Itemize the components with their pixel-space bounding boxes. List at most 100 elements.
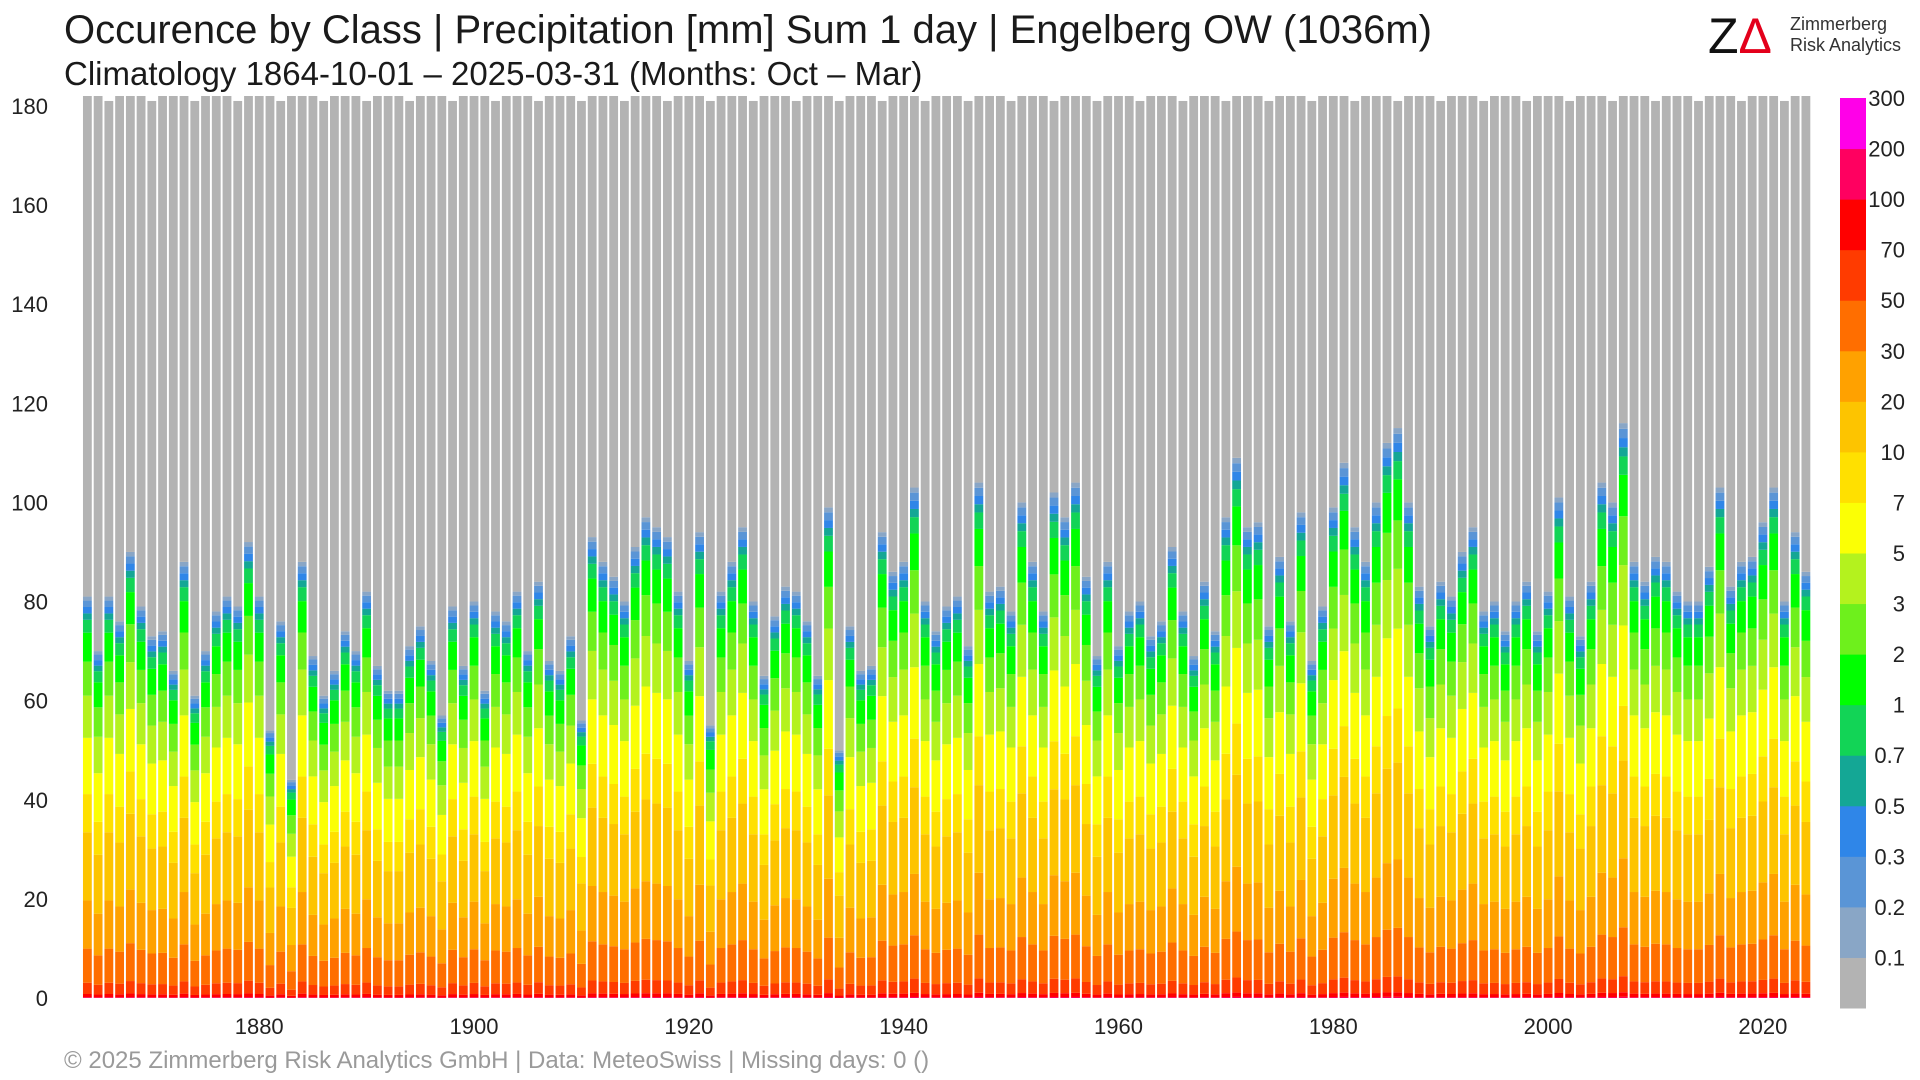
bar-segment (856, 997, 866, 998)
colorbar-swatch (1840, 502, 1866, 554)
bar-segment (233, 606, 243, 611)
bar-segment (125, 96, 135, 552)
bar-segment (1253, 534, 1263, 543)
bar-segment (587, 556, 597, 564)
bar-segment (952, 607, 962, 614)
bar-segment (1554, 791, 1564, 877)
bar-segment (1532, 640, 1542, 647)
bar-segment (1661, 944, 1671, 982)
bar-segment (1608, 993, 1617, 997)
bar-segment (1146, 96, 1156, 637)
bar-segment (201, 707, 210, 737)
bar-segment (136, 641, 146, 670)
bar-segment (1307, 675, 1317, 681)
bar-segment (587, 941, 597, 981)
bar-segment (985, 96, 994, 592)
bar-segment (1114, 646, 1123, 650)
bar-segment (673, 993, 683, 998)
bar-segment (1081, 96, 1091, 577)
bar-segment (824, 527, 833, 536)
bar-segment (781, 590, 790, 598)
bar-segment (297, 993, 307, 998)
bar-segment (1167, 658, 1177, 706)
bar-segment (1694, 624, 1703, 638)
bar-segment (308, 856, 318, 915)
bar-segment (738, 692, 747, 759)
bar-segment (942, 616, 952, 623)
bar-segment (254, 900, 264, 949)
y-tick-label: 100 (11, 490, 48, 515)
bar-segment (1285, 951, 1295, 984)
bar-segment (469, 637, 479, 666)
bar-segment (330, 679, 339, 685)
bar-segment (1081, 580, 1091, 588)
bar-segment (684, 858, 694, 917)
bar-segment (834, 760, 844, 765)
bar-segment (791, 100, 801, 592)
bar-segment (1414, 610, 1424, 624)
bar-segment (867, 695, 876, 720)
bar-segment (877, 997, 887, 998)
bar-segment (1382, 863, 1392, 930)
bar-segment (899, 997, 909, 998)
bar-segment (910, 487, 919, 493)
bar-segment (1651, 561, 1660, 569)
bar-segment (1350, 692, 1360, 759)
y-tick-label: 120 (11, 391, 48, 416)
bar-segment (1371, 502, 1381, 508)
bar-segment (491, 621, 500, 628)
bar-segment (995, 610, 1005, 624)
bar-segment (813, 864, 823, 920)
bar-segment (1017, 993, 1027, 997)
bar-segment (641, 636, 651, 687)
bar-segment (1210, 908, 1220, 953)
bar-segment (1532, 811, 1542, 847)
bar-segment (1103, 715, 1113, 777)
bar-segment (1167, 558, 1177, 566)
bar-segment (1769, 738, 1779, 788)
bar-segment (1328, 96, 1338, 508)
bar-segment (512, 830, 522, 900)
bar-segment (287, 907, 296, 946)
bar-segment (82, 619, 92, 633)
bar-segment (716, 602, 726, 609)
bar-segment (1146, 694, 1156, 726)
bar-segment (265, 862, 275, 888)
bar-segment (1543, 691, 1553, 735)
bar-segment (1747, 96, 1757, 557)
bar-segment (1242, 554, 1252, 570)
bar-segment (1608, 523, 1617, 532)
bar-segment (394, 690, 404, 694)
bar-segment (824, 507, 833, 513)
bar-segment (469, 699, 479, 742)
bar-segment (211, 994, 221, 998)
bar-segment (1296, 512, 1306, 518)
bar-segment (577, 765, 586, 790)
bar-segment (179, 632, 189, 670)
bar-segment (1436, 946, 1446, 983)
bar-segment (276, 655, 286, 683)
bar-segment (458, 860, 468, 918)
bar-segment (1468, 603, 1478, 644)
bar-segment (598, 892, 608, 945)
bar-segment (1414, 828, 1424, 899)
bar-segment (877, 574, 887, 608)
bar-segment (802, 621, 812, 626)
bar-segment (910, 667, 919, 739)
bar-segment (82, 948, 92, 983)
bar-segment (952, 96, 962, 597)
bar-segment (598, 817, 608, 893)
bar-segment (577, 997, 586, 998)
bar-segment (652, 527, 662, 532)
bar-segment (1232, 723, 1242, 775)
bar-segment (1747, 575, 1757, 583)
bar-segment (1307, 826, 1317, 859)
bar-segment (201, 682, 210, 708)
bar-segment (1339, 462, 1349, 469)
bar-segment (856, 918, 866, 958)
bar-segment (1500, 994, 1510, 998)
bar-segment (1597, 934, 1607, 979)
bar-segment (899, 715, 909, 777)
bar-segment (1285, 983, 1295, 995)
bar-segment (544, 664, 554, 670)
